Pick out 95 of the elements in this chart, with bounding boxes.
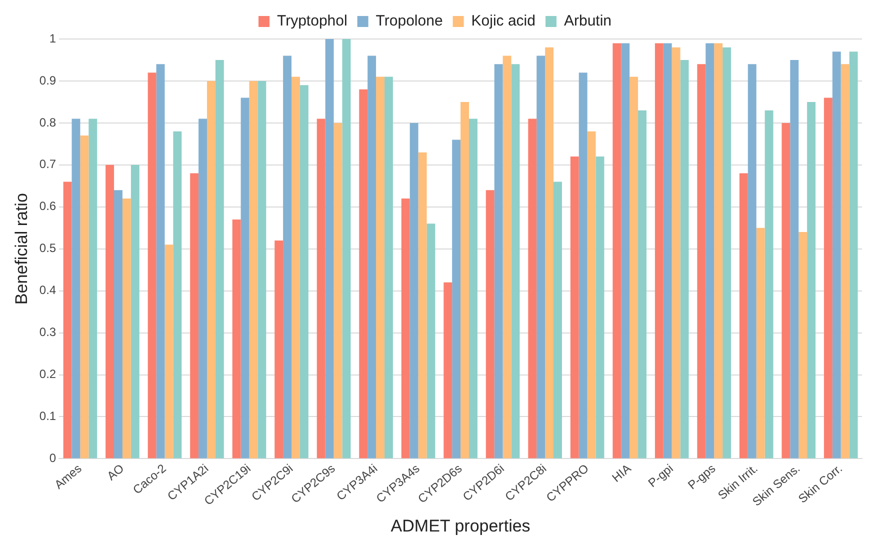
bar bbox=[722, 47, 731, 458]
bar bbox=[410, 122, 418, 458]
bar bbox=[376, 76, 384, 458]
bar bbox=[342, 39, 351, 458]
bar bbox=[545, 47, 554, 458]
y-tick-label: 0.2 bbox=[39, 367, 56, 382]
bar bbox=[249, 80, 258, 458]
bar bbox=[621, 43, 630, 458]
bar bbox=[748, 64, 756, 458]
bar bbox=[148, 72, 156, 458]
y-tick-label: 0.8 bbox=[39, 115, 56, 130]
bar bbox=[612, 43, 622, 458]
bar bbox=[63, 182, 72, 458]
bar bbox=[444, 282, 452, 458]
bar bbox=[697, 64, 706, 458]
bar bbox=[672, 47, 680, 458]
bar bbox=[494, 64, 503, 458]
bar bbox=[832, 52, 841, 458]
bar bbox=[274, 240, 284, 458]
bar bbox=[359, 89, 368, 458]
bar bbox=[88, 118, 98, 458]
bar bbox=[368, 56, 376, 458]
y-tick-label: 0.4 bbox=[39, 283, 56, 298]
legend-label: Arbutin bbox=[564, 12, 612, 30]
bar bbox=[764, 110, 774, 458]
legend-label: Kojic acid bbox=[471, 12, 536, 30]
bar bbox=[739, 173, 748, 458]
legend-label: Tropolone bbox=[376, 12, 443, 30]
bar bbox=[122, 198, 131, 458]
bar bbox=[587, 131, 596, 458]
y-tick-label: 1 bbox=[49, 31, 56, 46]
bar bbox=[130, 164, 140, 458]
bar bbox=[663, 43, 672, 458]
y-tick-label: 0.7 bbox=[39, 157, 56, 172]
bar bbox=[460, 102, 469, 458]
y-tick-label: 0.6 bbox=[39, 199, 56, 214]
bar bbox=[468, 118, 478, 458]
bar bbox=[578, 72, 588, 458]
bar bbox=[206, 80, 216, 458]
bar bbox=[536, 56, 546, 458]
bar bbox=[807, 102, 816, 458]
bar bbox=[173, 131, 182, 458]
bar bbox=[824, 98, 832, 458]
bar bbox=[258, 80, 266, 458]
bar bbox=[714, 43, 723, 458]
bar bbox=[401, 198, 410, 458]
bar bbox=[418, 152, 427, 458]
bar bbox=[706, 43, 714, 458]
bar bbox=[798, 232, 808, 458]
x-tick-label: AO bbox=[104, 461, 127, 484]
bar bbox=[426, 224, 436, 458]
bar bbox=[654, 43, 664, 458]
bar bbox=[502, 56, 512, 458]
bar bbox=[630, 76, 638, 458]
y-tick-label: 0.5 bbox=[39, 241, 56, 256]
bar bbox=[292, 76, 300, 458]
bar bbox=[106, 164, 114, 458]
bar bbox=[840, 64, 850, 458]
bar bbox=[80, 136, 89, 458]
bar bbox=[782, 122, 790, 458]
bar bbox=[190, 173, 199, 458]
y-tick-label: 0 bbox=[49, 451, 56, 466]
bar bbox=[232, 219, 241, 458]
x-tick-label: HIA bbox=[609, 461, 634, 485]
bar bbox=[570, 156, 579, 458]
bar bbox=[452, 140, 461, 458]
y-tick-label: 0.9 bbox=[39, 73, 56, 88]
bar bbox=[164, 244, 174, 458]
bar bbox=[384, 76, 393, 458]
bar bbox=[240, 98, 250, 458]
y-tick-label: 0.3 bbox=[39, 325, 56, 340]
y-axis-title: Beneficial ratio bbox=[12, 193, 31, 305]
bar bbox=[114, 190, 122, 458]
bar bbox=[680, 60, 689, 458]
bar bbox=[849, 52, 858, 458]
bar bbox=[528, 118, 537, 458]
bar bbox=[325, 39, 334, 458]
x-axis-title: ADMET properties bbox=[390, 516, 530, 536]
bar bbox=[486, 190, 494, 458]
bar bbox=[156, 64, 165, 458]
bar bbox=[283, 56, 292, 458]
bar bbox=[756, 228, 765, 458]
bar bbox=[790, 60, 799, 458]
legend-label: Tryptophol bbox=[276, 12, 348, 30]
bar bbox=[215, 60, 224, 458]
bar bbox=[72, 118, 80, 458]
bar bbox=[638, 110, 646, 458]
bar bbox=[511, 64, 520, 458]
y-tick-label: 0.1 bbox=[39, 409, 56, 424]
bar bbox=[554, 182, 562, 458]
bar bbox=[334, 122, 342, 458]
bar bbox=[596, 156, 604, 458]
bar bbox=[300, 85, 308, 458]
bar bbox=[198, 118, 207, 458]
bar bbox=[316, 118, 326, 458]
